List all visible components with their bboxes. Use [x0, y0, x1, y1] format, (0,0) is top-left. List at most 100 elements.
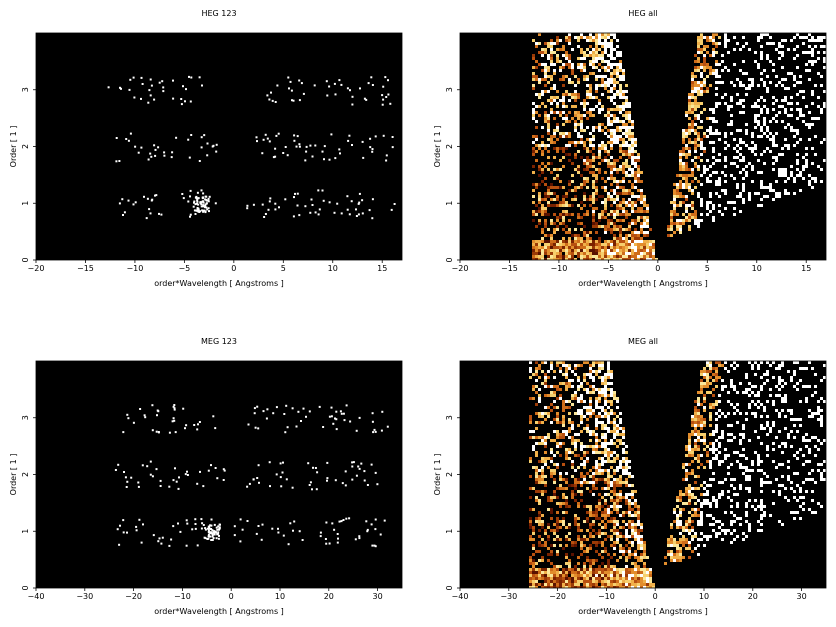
count-pixel [216, 528, 219, 531]
heatmap-cell [586, 111, 589, 114]
heatmap-cell [670, 523, 673, 526]
heatmap-cell [604, 451, 607, 454]
heatmap-cell [601, 213, 604, 216]
heatmap-cell [799, 448, 802, 451]
heatmap-cell [697, 553, 700, 556]
heatmap-cell [574, 36, 577, 39]
count-pixel [162, 90, 165, 93]
heatmap-cell [676, 505, 679, 508]
heatmap-cell [613, 129, 616, 132]
heatmap-cell [535, 361, 538, 364]
heatmap-cell [718, 195, 721, 198]
count-pixel [208, 531, 211, 534]
count-pixel [193, 424, 196, 426]
heatmap-cell [772, 442, 775, 445]
heatmap-cell [691, 105, 694, 108]
heatmap-cell [553, 243, 556, 246]
heatmap-cell [556, 90, 559, 93]
heatmap-cell [613, 102, 616, 105]
heatmap-cell [568, 66, 571, 69]
heatmap-cell [628, 258, 631, 260]
heatmap-cell [772, 490, 775, 493]
heatmap-cell [625, 171, 628, 174]
heatmap-cell [778, 153, 781, 156]
heatmap-cell [619, 493, 622, 496]
heatmap-cell [532, 487, 535, 490]
count-pixel [311, 155, 314, 158]
heatmap-cell [538, 219, 541, 222]
heatmap-cell [595, 433, 598, 436]
heatmap-cell [694, 102, 697, 105]
heatmap-cell [709, 210, 712, 213]
heatmap-cell [544, 120, 547, 123]
heatmap-cell [607, 165, 610, 168]
count-pixel [210, 531, 213, 534]
heatmap-cell [682, 195, 685, 198]
heatmap-cell [766, 87, 769, 90]
heatmap-cell [781, 147, 784, 150]
count-pixel [309, 144, 312, 147]
heatmap-cell [700, 373, 703, 376]
heatmap-cell [616, 415, 619, 418]
heatmap-cell [580, 201, 583, 204]
heatmap-cell [703, 168, 706, 171]
heatmap-cell [823, 66, 826, 69]
heatmap-cell [580, 48, 583, 51]
count-pixel [302, 407, 305, 410]
heatmap-cell [556, 138, 559, 141]
heatmap-cell [793, 385, 796, 388]
heatmap-cell [610, 565, 613, 568]
heatmap-cell [694, 439, 697, 442]
heatmap-cell [685, 472, 688, 475]
heatmap-cell [601, 457, 604, 460]
heatmap-cell [745, 72, 748, 75]
heatmap-cell [550, 577, 553, 580]
heatmap-cell [700, 144, 703, 147]
heatmap-cell [730, 382, 733, 385]
heatmap-cell [574, 252, 577, 255]
heatmap-cell [610, 48, 613, 51]
heatmap-cell [691, 72, 694, 75]
heatmap-cell [628, 156, 631, 159]
count-pixel [355, 474, 358, 477]
heatmap-cell [811, 54, 814, 57]
heatmap-cell [607, 508, 610, 511]
heatmap-cell [733, 451, 736, 454]
heatmap-cell [697, 57, 700, 60]
heatmap-cell [775, 48, 778, 51]
heatmap-cell [580, 216, 583, 219]
heatmap-cell [670, 526, 673, 529]
heatmap-cell [763, 514, 766, 517]
heatmap-cell [628, 249, 631, 252]
heatmap-cell [592, 430, 595, 433]
heatmap-cell [601, 451, 604, 454]
heatmap-cell [574, 153, 577, 156]
heatmap-cell [592, 183, 595, 186]
heatmap-cell [733, 520, 736, 523]
heatmap-cell [616, 511, 619, 514]
heatmap-cell [598, 39, 601, 42]
heatmap-cell [592, 475, 595, 478]
heatmap-cell [688, 132, 691, 135]
heatmap-cell [619, 499, 622, 502]
heatmap-cell [595, 39, 598, 42]
heatmap-cell [604, 243, 607, 246]
heatmap-cell [625, 577, 628, 580]
heatmap-cell [814, 153, 817, 156]
heatmap-cell [607, 388, 610, 391]
heatmap-cell [673, 508, 676, 511]
heatmap-cell [550, 553, 553, 556]
heatmap-cell [760, 478, 763, 481]
count-pixel [206, 538, 209, 540]
heatmap-cell [580, 490, 583, 493]
heatmap-cell [601, 33, 604, 36]
heatmap-cell [547, 415, 550, 418]
heatmap-cell [763, 162, 766, 165]
heatmap-cell [589, 39, 592, 42]
heatmap-cell [682, 150, 685, 153]
heatmap-cell [571, 463, 574, 466]
heatmap-cell [634, 240, 637, 243]
heatmap-cell [538, 421, 541, 424]
heatmap-cell [604, 150, 607, 153]
heatmap-cell [610, 574, 613, 577]
